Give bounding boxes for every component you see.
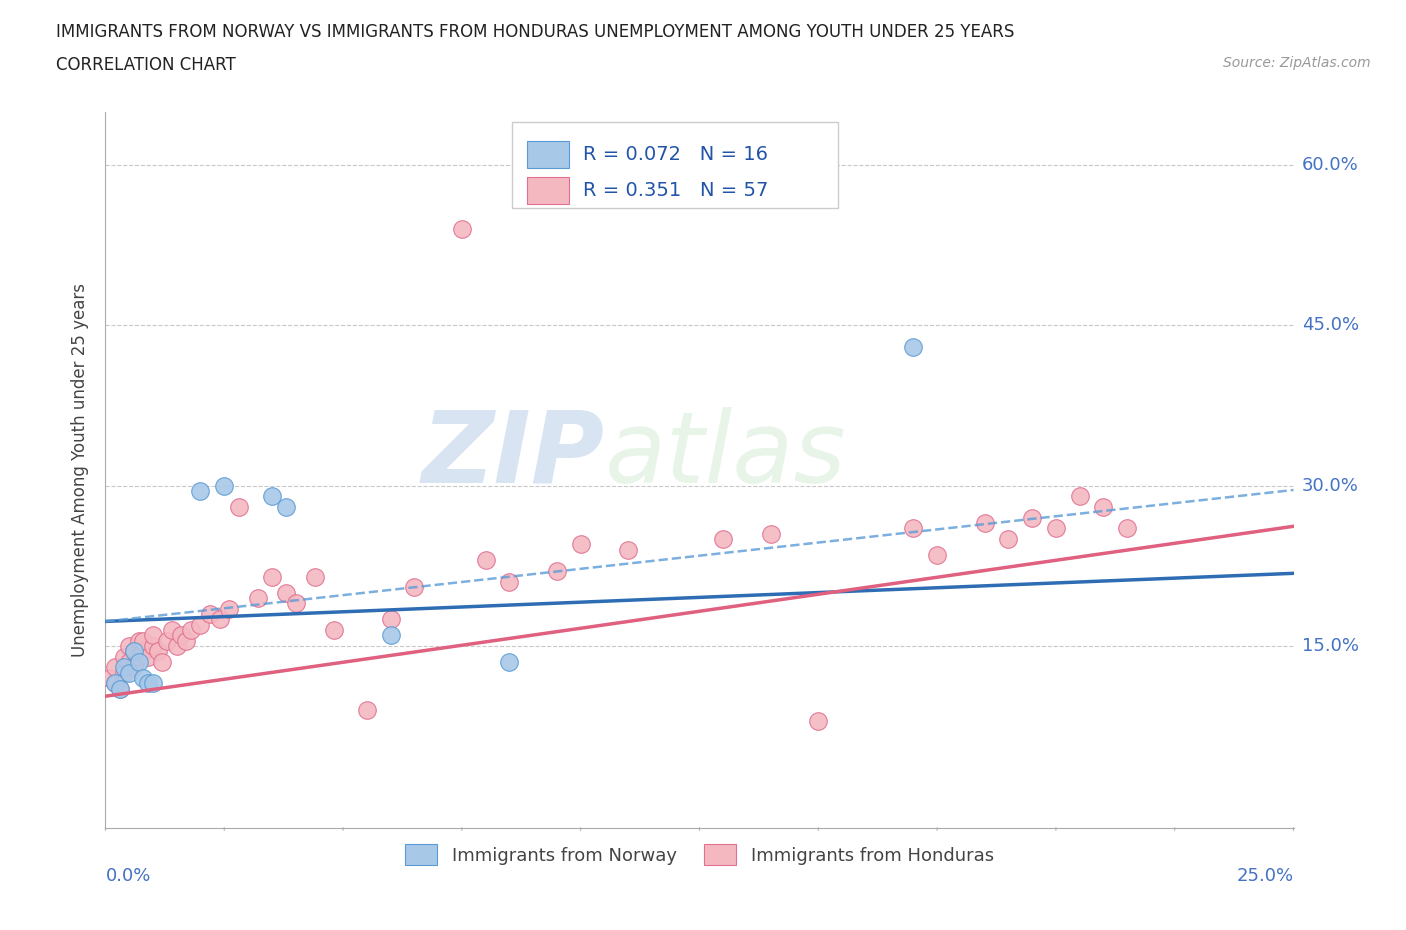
- Point: [104, 676, 127, 691]
- Point: [903, 521, 925, 536]
- Y-axis label: Unemployment Among Youth under 25 years: Unemployment Among Youth under 25 years: [72, 283, 90, 657]
- Point: [142, 628, 165, 643]
- Point: [925, 548, 948, 563]
- Point: [260, 489, 283, 504]
- Text: 60.0%: 60.0%: [1302, 156, 1358, 174]
- Point: [122, 644, 145, 658]
- Point: [170, 628, 193, 643]
- Point: [142, 676, 165, 691]
- Point: [284, 596, 307, 611]
- Point: [136, 676, 159, 691]
- Point: [1021, 511, 1043, 525]
- Point: [108, 682, 131, 697]
- Point: [198, 606, 221, 621]
- Point: [146, 644, 169, 658]
- Point: [807, 713, 830, 728]
- Point: [380, 628, 402, 643]
- Point: [218, 601, 240, 616]
- FancyBboxPatch shape: [512, 123, 838, 208]
- Point: [322, 622, 344, 637]
- Point: [274, 499, 297, 514]
- Text: atlas: atlas: [605, 406, 846, 504]
- Point: [104, 676, 127, 691]
- Point: [759, 526, 782, 541]
- Point: [214, 478, 236, 493]
- Point: [156, 633, 179, 648]
- Point: [228, 499, 250, 514]
- Point: [98, 671, 121, 685]
- Point: [997, 532, 1019, 547]
- Point: [711, 532, 734, 547]
- Point: [498, 575, 520, 590]
- Point: [246, 591, 269, 605]
- Point: [122, 660, 145, 675]
- Point: [114, 649, 136, 664]
- Point: [190, 484, 212, 498]
- Point: [1045, 521, 1067, 536]
- Text: 45.0%: 45.0%: [1302, 316, 1360, 335]
- Point: [380, 612, 402, 627]
- Text: 0.0%: 0.0%: [105, 867, 150, 885]
- Point: [104, 660, 127, 675]
- Point: [128, 633, 150, 648]
- Point: [260, 569, 283, 584]
- Text: Source: ZipAtlas.com: Source: ZipAtlas.com: [1223, 56, 1371, 70]
- Point: [136, 649, 159, 664]
- Point: [122, 644, 145, 658]
- Point: [546, 564, 568, 578]
- Text: R = 0.351   N = 57: R = 0.351 N = 57: [583, 180, 769, 200]
- Point: [973, 515, 995, 530]
- FancyBboxPatch shape: [527, 141, 569, 168]
- Point: [132, 671, 155, 685]
- Text: R = 0.072   N = 16: R = 0.072 N = 16: [583, 145, 768, 164]
- Point: [1092, 499, 1115, 514]
- Point: [114, 665, 136, 680]
- Point: [498, 655, 520, 670]
- Point: [160, 622, 183, 637]
- Point: [208, 612, 231, 627]
- Point: [1069, 489, 1091, 504]
- Point: [132, 644, 155, 658]
- Point: [114, 660, 136, 675]
- Text: 30.0%: 30.0%: [1302, 477, 1358, 495]
- Point: [118, 639, 141, 654]
- Point: [108, 682, 131, 697]
- Point: [356, 703, 378, 718]
- Point: [152, 655, 174, 670]
- Point: [274, 585, 297, 600]
- Point: [304, 569, 326, 584]
- Text: IMMIGRANTS FROM NORWAY VS IMMIGRANTS FROM HONDURAS UNEMPLOYMENT AMONG YOUTH UNDE: IMMIGRANTS FROM NORWAY VS IMMIGRANTS FRO…: [56, 23, 1015, 41]
- Point: [617, 542, 640, 557]
- Point: [128, 649, 150, 664]
- Text: CORRELATION CHART: CORRELATION CHART: [56, 56, 236, 73]
- FancyBboxPatch shape: [527, 177, 569, 204]
- Point: [142, 639, 165, 654]
- Point: [118, 665, 141, 680]
- Point: [128, 655, 150, 670]
- Point: [450, 221, 472, 236]
- Point: [174, 633, 197, 648]
- Point: [474, 553, 496, 568]
- Point: [1116, 521, 1139, 536]
- Text: ZIP: ZIP: [422, 406, 605, 504]
- Point: [190, 618, 212, 632]
- Point: [180, 622, 202, 637]
- Point: [132, 633, 155, 648]
- Point: [166, 639, 188, 654]
- Point: [569, 537, 592, 551]
- Point: [118, 655, 141, 670]
- Text: 25.0%: 25.0%: [1236, 867, 1294, 885]
- Legend: Immigrants from Norway, Immigrants from Honduras: Immigrants from Norway, Immigrants from …: [398, 837, 1001, 872]
- Point: [903, 339, 925, 354]
- Point: [404, 579, 426, 594]
- Text: 15.0%: 15.0%: [1302, 637, 1358, 655]
